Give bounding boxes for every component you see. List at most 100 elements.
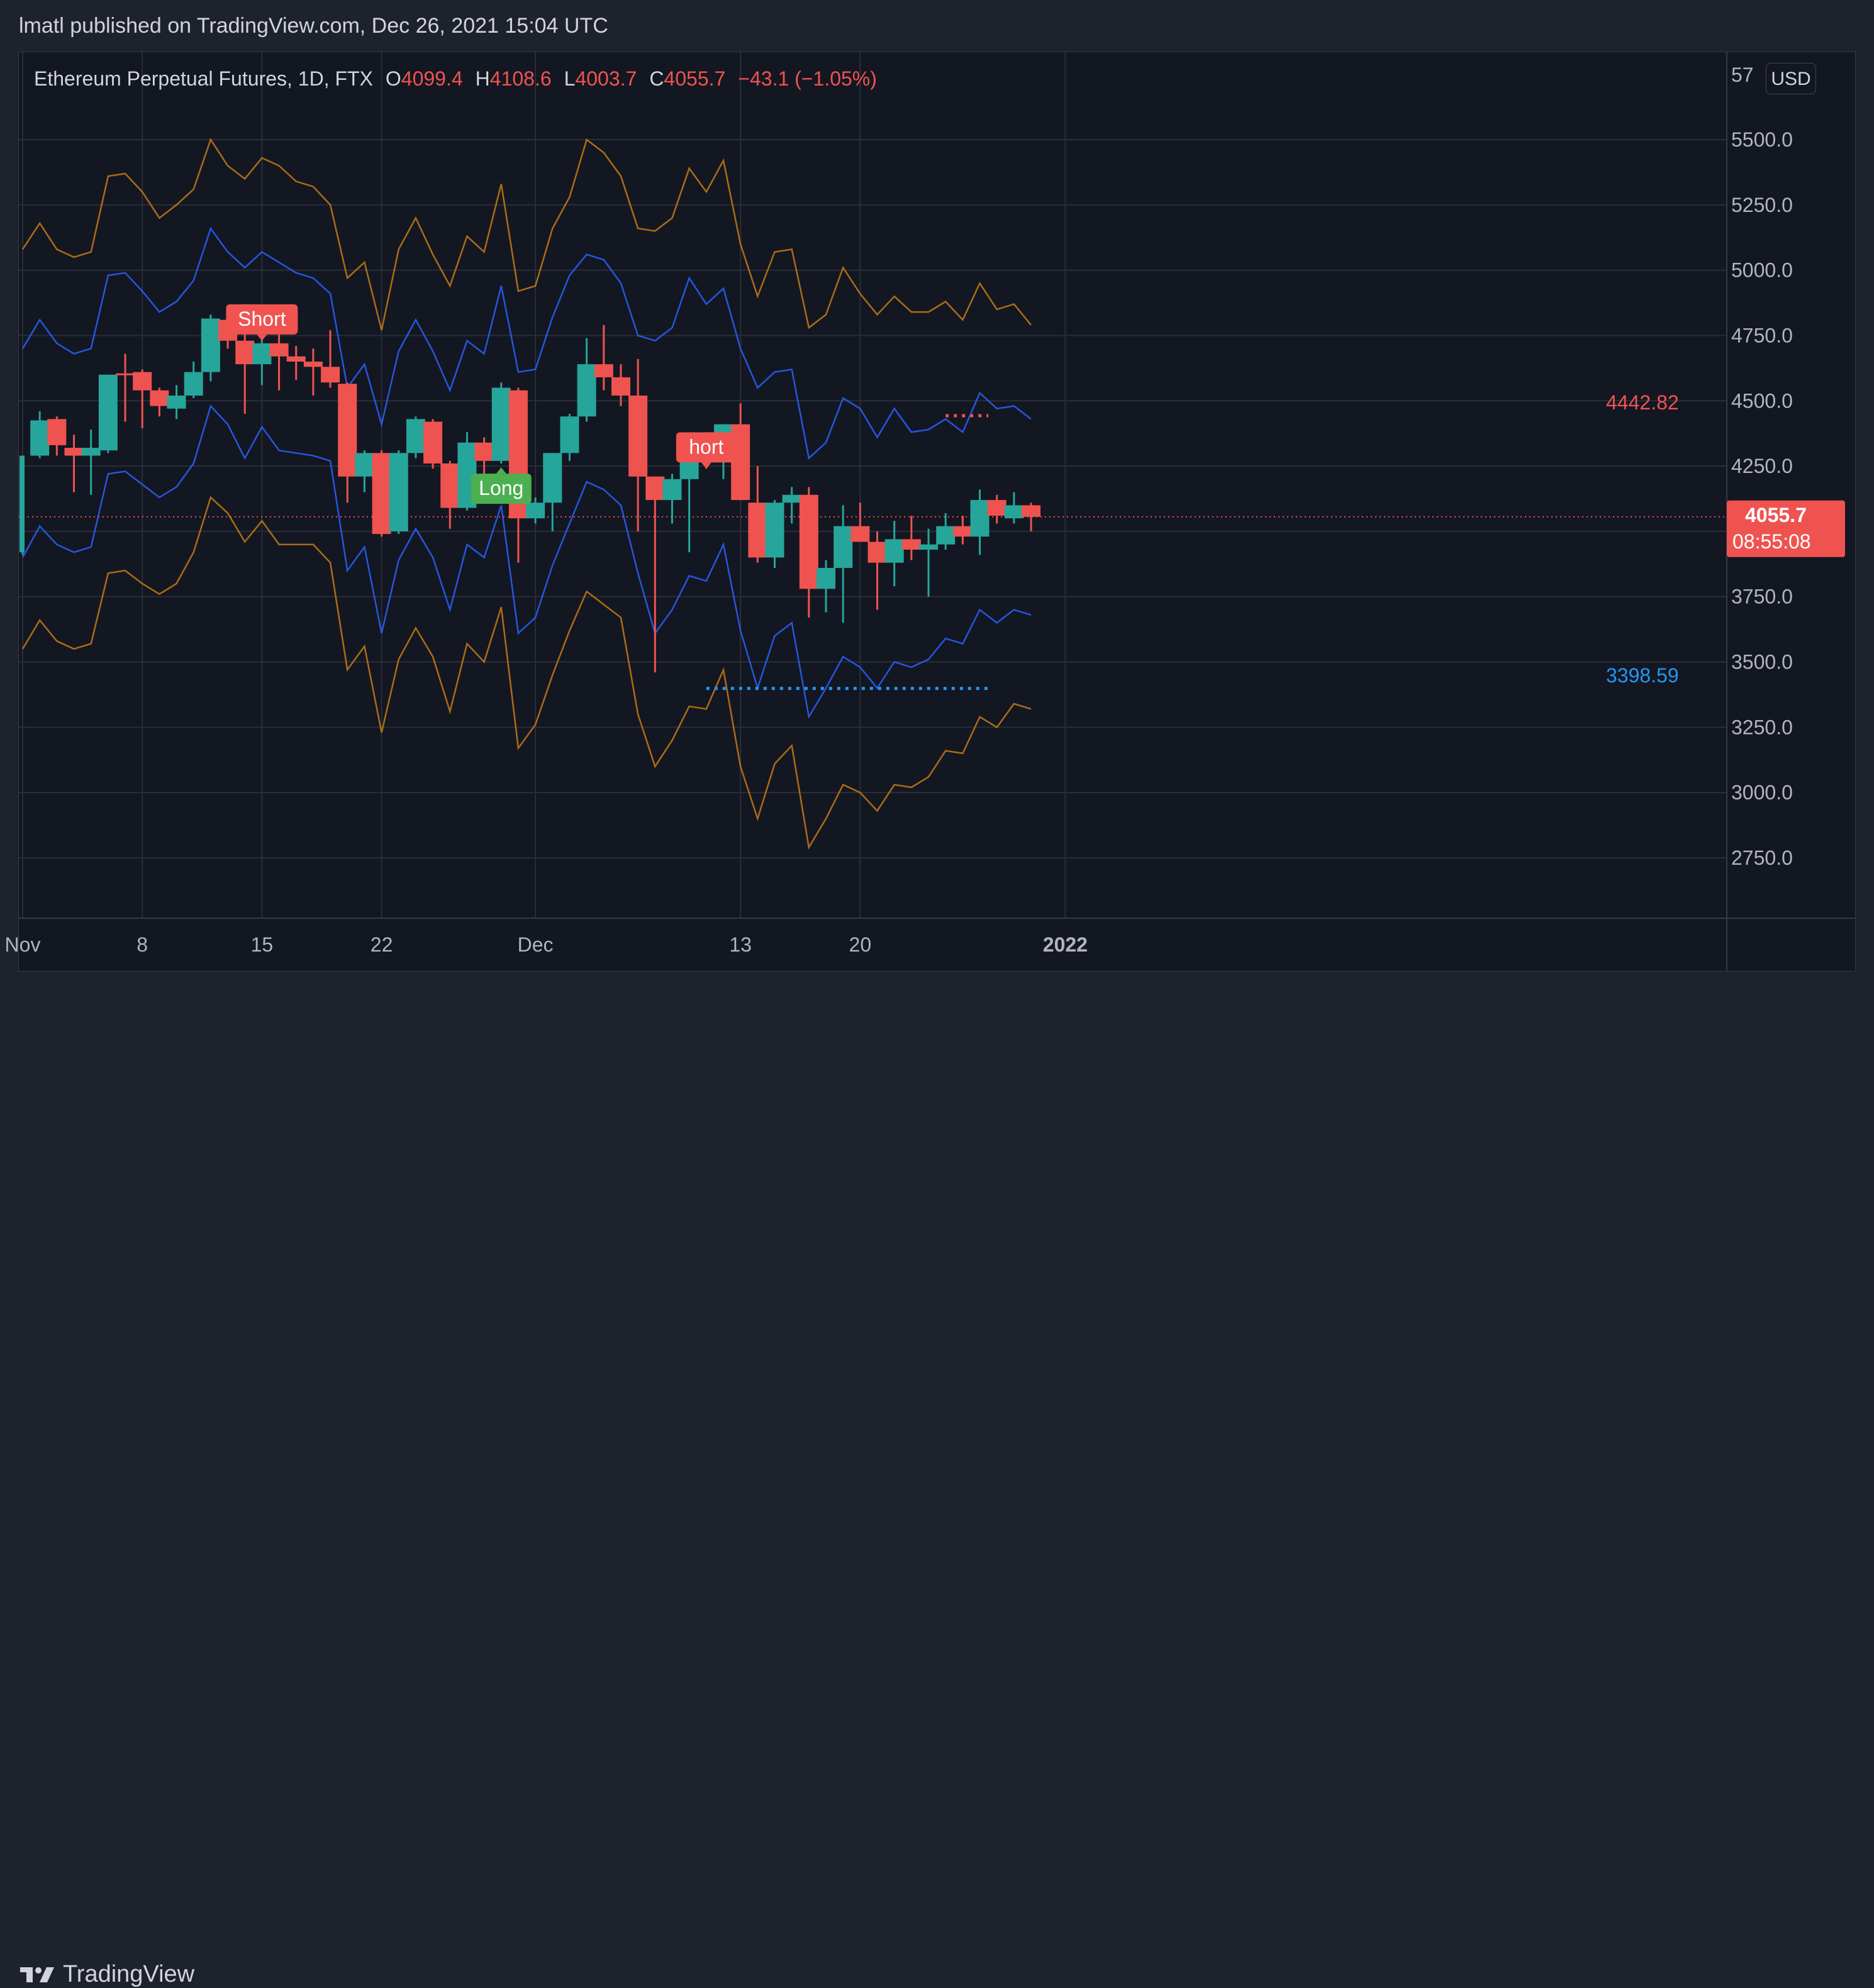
y-tick-label: 5000.0 <box>1731 259 1793 282</box>
candle <box>970 489 990 555</box>
grid <box>19 52 1727 918</box>
candle <box>799 487 818 618</box>
axes: 2750.0 3000.0 3250.0 3500.0 3750.0 4250.0 4500… <box>5 52 1856 972</box>
legend-high: 4108.6 <box>489 67 552 90</box>
candle-body <box>133 372 152 391</box>
candle-body <box>953 526 973 537</box>
candle <box>201 314 220 382</box>
candle-body <box>611 377 630 396</box>
last-price-countdown: 08:55:08 <box>1732 530 1811 553</box>
candle <box>834 505 853 623</box>
candle-body <box>834 526 853 569</box>
footer: TradingView <box>0 972 1874 1987</box>
y-tick-label: 5500.0 <box>1731 128 1793 151</box>
x-tick-label: Dec <box>518 933 554 956</box>
candle <box>47 416 67 456</box>
candle-body <box>474 442 494 461</box>
y-tick-label: 3250.0 <box>1731 716 1793 738</box>
level-label: 3398.59 <box>1606 664 1679 687</box>
candle <box>987 494 1007 524</box>
candle <box>389 450 408 535</box>
x-tick-label: Nov <box>5 933 41 956</box>
candle <box>543 453 562 531</box>
last-price-value: 4055.7 <box>1745 504 1807 526</box>
candle <box>953 515 973 545</box>
publisher-line: lmatl published on TradingView.com, Dec … <box>19 14 608 38</box>
candle-body <box>851 526 870 542</box>
candle <box>440 460 460 529</box>
candle-body <box>269 343 289 357</box>
legend-high-label: H <box>475 67 490 90</box>
candle-body <box>338 384 357 477</box>
candle <box>303 348 323 396</box>
candle <box>116 353 135 422</box>
candle-body <box>1004 505 1023 519</box>
band-inner-lower <box>21 404 1032 719</box>
candle <box>867 531 887 610</box>
candle-body <box>543 453 562 503</box>
candle-body <box>782 494 801 503</box>
y-tick-label: 3000.0 <box>1731 781 1793 804</box>
candle-body <box>560 416 579 453</box>
candle-body <box>47 419 67 445</box>
signal-tag-box <box>471 474 532 504</box>
candle-body <box>167 395 186 409</box>
signal-tag-short: Short <box>226 304 298 341</box>
signal-tag-label: Short <box>238 308 286 330</box>
tradingview-logo-icon <box>20 1967 54 1982</box>
y-tick-label: 4250.0 <box>1731 455 1793 477</box>
candle-body <box>406 419 425 453</box>
x-tick-label: 22 <box>371 933 393 956</box>
currency-button[interactable]: USD <box>1766 63 1816 94</box>
tradingview-brand[interactable]: TradingView <box>19 1961 194 1988</box>
candle <box>816 560 835 613</box>
candle <box>748 466 767 563</box>
signal-tag-pointer <box>496 467 506 474</box>
candle <box>645 476 665 673</box>
candle <box>423 419 443 469</box>
y-tick-label: 3750.0 <box>1731 586 1793 608</box>
y-tick-label: 4750.0 <box>1731 324 1793 347</box>
legend-close-label: C <box>649 67 664 90</box>
candle <box>560 414 579 461</box>
x-tick-label: 8 <box>137 933 148 956</box>
x-tick-label: 15 <box>251 933 274 956</box>
candle-body <box>645 476 665 501</box>
candle-body <box>987 500 1007 516</box>
candle-body <box>662 479 682 501</box>
legend-symbol[interactable]: Ethereum Perpetual Futures, 1D, FTX <box>34 67 373 90</box>
candle <box>133 369 152 428</box>
candle-body <box>235 340 255 365</box>
candle-body <box>594 364 613 377</box>
candle <box>611 364 630 406</box>
candle <box>1004 492 1023 524</box>
band-inner-upper <box>21 226 1032 460</box>
candle-body <box>970 500 990 537</box>
candle <box>884 521 904 587</box>
band-outer-lower <box>21 496 1032 850</box>
price-chart[interactable]: 4442.82 3398.59 Short Long hort 2750.0 3000.… <box>0 0 1874 1038</box>
candle <box>372 450 391 537</box>
candle-body <box>252 343 272 365</box>
candle <box>851 503 870 542</box>
candle-body <box>867 541 887 563</box>
candle-body <box>389 453 408 531</box>
candle-body <box>423 421 443 464</box>
x-tick-label: 13 <box>729 933 752 956</box>
y-tick-label: 5250.0 <box>1731 194 1793 216</box>
signal-tag-pointer <box>257 334 267 341</box>
candle-body <box>901 539 921 550</box>
candle-body <box>765 503 784 558</box>
candle-body <box>321 367 340 383</box>
candle-body <box>201 318 220 372</box>
y-tick-label-partial: 57 <box>1731 64 1754 86</box>
candle-body <box>884 539 904 563</box>
candle <box>901 515 921 560</box>
candle-body <box>372 453 391 535</box>
candle-body <box>355 453 374 477</box>
signal-tag-box <box>676 432 737 463</box>
signal-tag-label: Long <box>479 477 523 499</box>
candle <box>491 382 511 464</box>
candle-body <box>1022 505 1041 517</box>
legend-open-label: O <box>385 67 401 90</box>
